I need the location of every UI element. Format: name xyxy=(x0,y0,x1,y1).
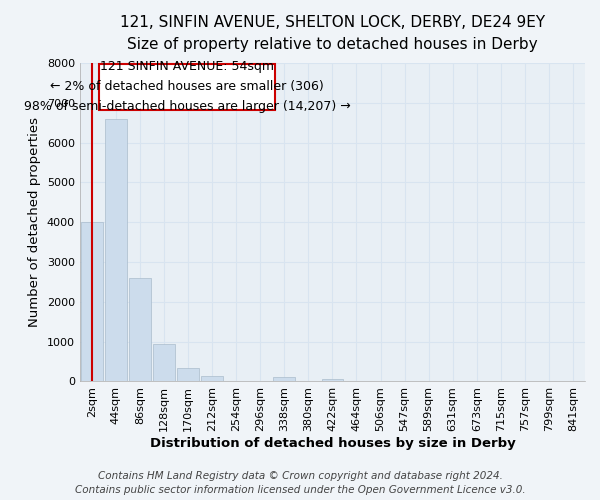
Text: Contains HM Land Registry data © Crown copyright and database right 2024.
Contai: Contains HM Land Registry data © Crown c… xyxy=(74,471,526,495)
Title: 121, SINFIN AVENUE, SHELTON LOCK, DERBY, DE24 9EY
Size of property relative to d: 121, SINFIN AVENUE, SHELTON LOCK, DERBY,… xyxy=(120,15,545,52)
Y-axis label: Number of detached properties: Number of detached properties xyxy=(28,118,41,328)
Bar xyxy=(177,368,199,382)
FancyBboxPatch shape xyxy=(99,64,275,110)
Bar xyxy=(129,278,151,382)
Bar xyxy=(81,222,103,382)
Bar xyxy=(274,378,295,382)
Bar xyxy=(105,119,127,382)
Bar xyxy=(322,380,343,382)
Bar xyxy=(202,376,223,382)
Bar xyxy=(153,344,175,382)
Text: 121 SINFIN AVENUE: 54sqm
← 2% of detached houses are smaller (306)
98% of semi-d: 121 SINFIN AVENUE: 54sqm ← 2% of detache… xyxy=(23,60,350,114)
X-axis label: Distribution of detached houses by size in Derby: Distribution of detached houses by size … xyxy=(149,437,515,450)
